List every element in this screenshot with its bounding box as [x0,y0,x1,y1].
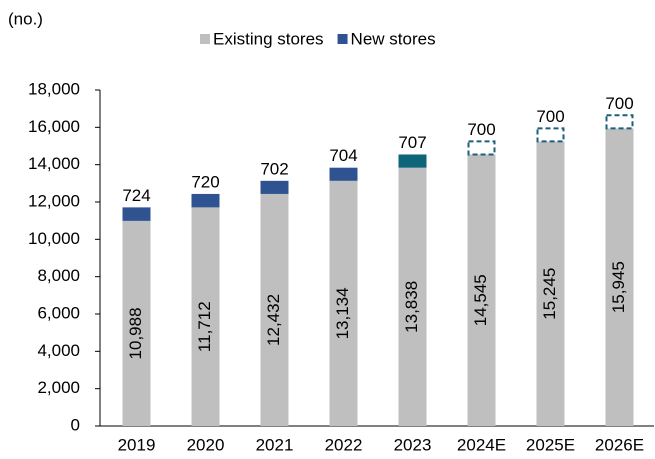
bar-segment [605,114,634,130]
data-label: 707 [398,133,426,152]
y-tick-label: 14,000 [28,154,80,173]
data-label: 15,945 [609,261,628,313]
bar-segment [260,193,289,426]
bar-segment [122,207,151,221]
data-label: 702 [260,159,288,178]
x-tick-label: 2021 [256,435,294,454]
bar-segment [605,128,634,427]
data-label: 700 [467,120,495,139]
bar-segment [398,167,427,426]
data-label: 12,432 [264,294,283,346]
data-label: 13,838 [402,281,421,333]
y-tick-label: 2,000 [37,378,80,397]
bar-segment [536,127,565,143]
x-tick-label: 2020 [187,435,225,454]
y-tick-label: 4,000 [37,341,80,360]
data-label: 724 [122,186,150,205]
bar-segment [467,140,496,156]
data-label: 10,988 [126,307,145,359]
x-tick-label: 2022 [325,435,363,454]
x-tick-label: 2023 [394,435,432,454]
bar-segment [329,167,358,181]
y-tick-label: 0 [71,415,80,434]
bar-segment [191,207,220,426]
bar-segment [398,154,427,168]
x-tick-label: 2024E [457,435,506,454]
y-tick-label: 12,000 [28,191,80,210]
data-label: 720 [191,172,219,191]
data-label: 11,712 [195,301,214,352]
bar-segment [191,193,220,208]
y-tick-label: 8,000 [37,266,80,285]
data-label: 14,545 [471,274,490,326]
bar-segment [329,180,358,426]
legend-swatch [200,34,210,44]
x-tick-label: 2026E [595,435,644,454]
legend-swatch [337,34,348,44]
y-tick-label: 10,000 [28,229,80,248]
bar-segment [122,220,151,426]
data-label: 704 [329,146,357,165]
y-tick-label: 16,000 [28,117,80,136]
bar-segment [467,154,496,426]
y-tick-label: 6,000 [37,303,80,322]
data-label: 15,245 [540,268,559,320]
bar-segment [536,141,565,426]
legend-label: New stores [351,29,436,48]
y-axis-label: (no.) [8,9,43,28]
x-tick-label: 2019 [118,435,156,454]
y-tick-label: 18,000 [28,79,80,98]
data-label: 13,134 [333,287,352,339]
legend-label: Existing stores [213,29,324,48]
data-label: 700 [536,107,564,126]
x-tick-label: 2025E [526,435,575,454]
data-label: 700 [605,94,633,113]
bar-segment [260,180,289,194]
